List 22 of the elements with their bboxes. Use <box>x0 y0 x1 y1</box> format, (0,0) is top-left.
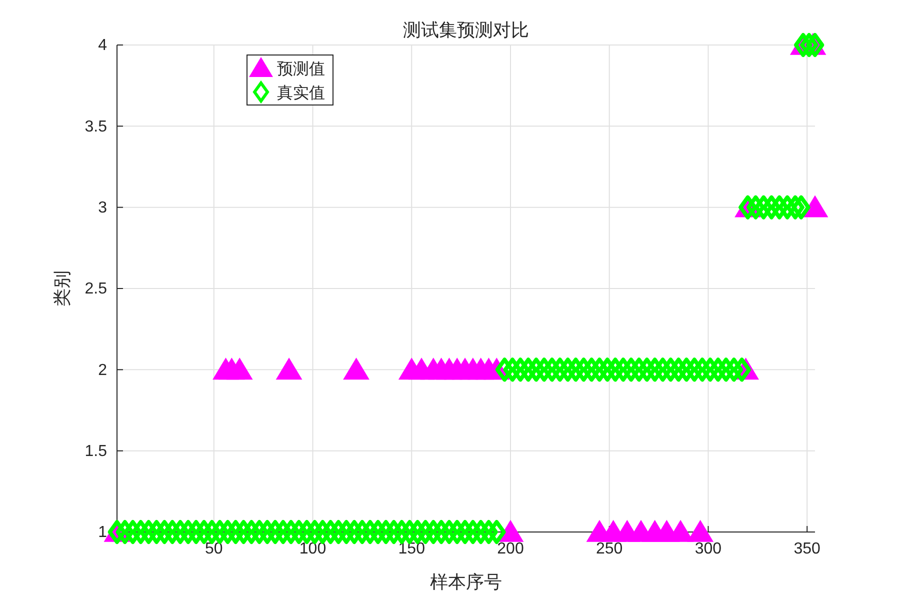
y-tick-label: 1.5 <box>84 442 108 460</box>
point <box>276 358 302 380</box>
x-tick-label: 200 <box>497 540 524 558</box>
x-tick-label: 350 <box>794 540 821 558</box>
y-tick-label: 1 <box>98 524 108 542</box>
y-tick-label: 2 <box>98 362 108 379</box>
chart-title: 测试集预测对比 <box>403 20 529 40</box>
point <box>343 358 370 380</box>
point <box>497 520 524 542</box>
x-tick-label: 250 <box>596 540 623 558</box>
y-tick-label: 3.5 <box>84 118 108 136</box>
legend-label: 预测值 <box>277 61 325 78</box>
x-tick-label: 100 <box>299 540 326 558</box>
x-tick-label: 300 <box>694 540 722 558</box>
point <box>226 358 253 380</box>
point <box>687 520 714 542</box>
y-tick-label: 4 <box>98 37 108 54</box>
legend-label: 真实值 <box>277 84 325 102</box>
x-axis-title: 样本序号 <box>430 572 502 592</box>
y-tick-label: 3 <box>98 199 108 216</box>
y-axis-title: 类别 <box>52 270 72 306</box>
y-tick-label: 2.5 <box>84 280 108 298</box>
